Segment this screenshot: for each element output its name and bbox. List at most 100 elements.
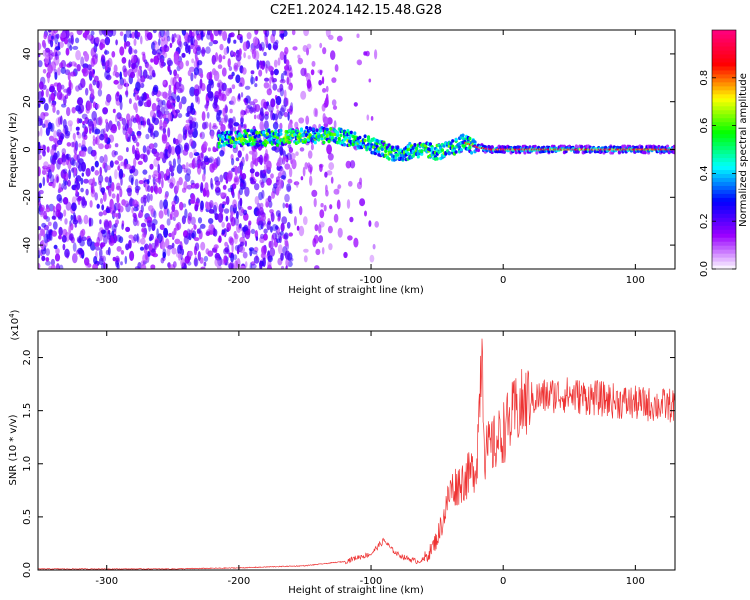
snr-x-tick-label: 100 bbox=[626, 576, 645, 587]
spectrogram-noise-cell bbox=[275, 230, 278, 241]
spectrogram-noise-cell bbox=[93, 75, 99, 83]
spectrogram-noise-cell bbox=[115, 212, 120, 220]
spectrogram-noise-cell bbox=[307, 162, 311, 169]
spectrogram-noise-cell bbox=[273, 68, 279, 76]
spectrogram-noise-cell bbox=[128, 134, 132, 143]
spectrogram-noise-cell bbox=[277, 110, 283, 120]
spectrogram-noise-cell bbox=[201, 111, 206, 122]
colorbar-cell bbox=[712, 229, 736, 234]
spectrogram-noise-cell bbox=[300, 90, 307, 100]
spectrogram-noise-cell bbox=[192, 30, 197, 37]
spectrogram-ridge-cell bbox=[279, 132, 283, 136]
spectrogram-noise-cell bbox=[116, 202, 122, 210]
spectrogram-noise-cell bbox=[261, 173, 268, 183]
spectrogram-noise-cell bbox=[288, 167, 293, 178]
spectrogram-noise-cell bbox=[279, 51, 285, 61]
spectrogram-noise-cell bbox=[230, 211, 234, 216]
colorbar-frame bbox=[711, 29, 737, 270]
spectrogram-ridge-peak bbox=[560, 148, 562, 151]
colorbar-cell bbox=[712, 121, 736, 127]
spectrogram-noise-cell bbox=[298, 117, 305, 124]
spectrogram-ridge-peak bbox=[567, 148, 569, 151]
spectrogram-noise-cell bbox=[38, 154, 42, 161]
spectrogram-noise-cell bbox=[314, 265, 320, 269]
spectrogram-noise-cell bbox=[80, 232, 83, 238]
spectrogram-noise-cell bbox=[223, 248, 228, 255]
spectrogram-ridge-cell bbox=[411, 154, 415, 158]
spectrogram-noise-cell bbox=[56, 82, 62, 93]
colorbar-tick-label: 0.0 bbox=[699, 261, 710, 277]
spectrogram-noise-cell bbox=[153, 210, 157, 219]
colorbar-cell bbox=[712, 65, 736, 71]
spectrogram-noise-cell bbox=[174, 81, 180, 90]
spectrogram-cells bbox=[38, 30, 675, 269]
spectrogram-noise-cell bbox=[324, 171, 328, 178]
spectrogram-noise-cell bbox=[176, 164, 183, 174]
spectrogram-noise-cell bbox=[211, 162, 218, 170]
spectrogram-noise-cell bbox=[178, 60, 184, 70]
spectrogram-noise-cell bbox=[266, 160, 272, 171]
spectrogram-ridge-cell bbox=[287, 140, 292, 145]
spectrogram-noise-cell bbox=[52, 221, 58, 230]
spectrogram-noise-cell bbox=[369, 254, 375, 263]
spectrogram-noise-cell bbox=[244, 261, 248, 268]
colorbar-cell bbox=[712, 49, 736, 55]
spectrogram-ridge-peak bbox=[549, 148, 552, 151]
spectrogram-noise-cell bbox=[104, 176, 110, 183]
spectrogram-noise-cell bbox=[257, 220, 263, 231]
spectrogram-noise-cell bbox=[38, 182, 43, 189]
spectrogram-noise-cell bbox=[205, 231, 211, 237]
spectrogram-noise-cell bbox=[109, 160, 114, 168]
spectrogram-noise-cell bbox=[131, 60, 136, 70]
spectrogram-noise-cell bbox=[206, 83, 212, 93]
spectrogram-noise-cell bbox=[146, 31, 153, 41]
spectrogram-noise-cell bbox=[240, 182, 244, 187]
spectrogram-noise-cell bbox=[327, 225, 333, 234]
spectrogram-noise-cell bbox=[159, 224, 165, 231]
spectrogram-ridge-peak bbox=[551, 148, 554, 151]
spectrogram-noise-cell bbox=[197, 163, 200, 169]
spectrogram-noise-cell bbox=[63, 184, 67, 190]
spectrogram-noise-cell bbox=[209, 200, 214, 209]
spectrogram-ridge-cell bbox=[384, 149, 388, 153]
spectrogram-noise-cell bbox=[43, 103, 49, 111]
spectrogram-ridge-cell bbox=[265, 140, 269, 145]
spectrogram-noise-cell bbox=[322, 88, 327, 93]
spectrogram-noise-cell bbox=[183, 180, 188, 191]
spectrogram-ridge-peak bbox=[508, 148, 511, 151]
spectrogram-noise-cell bbox=[81, 139, 86, 148]
spectrogram-noise-cell bbox=[119, 31, 124, 37]
spectrogram-noise-cell bbox=[69, 45, 73, 51]
spectrogram-noise-cell bbox=[41, 222, 47, 228]
spectrogram-noise-cell bbox=[319, 42, 323, 49]
spectrogram-noise-cell bbox=[42, 149, 46, 157]
spectrogram-noise-cell bbox=[267, 255, 273, 263]
spectrogram-noise-cell bbox=[43, 112, 49, 117]
spectrogram-noise-cell bbox=[85, 188, 89, 196]
spectrogram-noise-cell bbox=[76, 30, 83, 36]
spectrogram-noise-cell bbox=[81, 172, 85, 177]
spectrogram-noise-cell bbox=[237, 166, 241, 174]
spectrogram-noise-cell bbox=[203, 261, 207, 267]
spectrogram-ridge-peak bbox=[463, 141, 466, 144]
spectrogram-ridge-peak bbox=[537, 148, 540, 151]
snr-x-tick-label: -300 bbox=[95, 576, 118, 587]
spectrogram-noise-cell bbox=[68, 61, 73, 67]
spectrogram-noise-cell bbox=[195, 46, 202, 55]
spectrogram-noise-cell bbox=[204, 182, 209, 191]
snr-x-tick-label: -200 bbox=[228, 576, 251, 587]
spectrogram-noise-cell bbox=[70, 223, 74, 231]
spectrogram-noise-cell bbox=[305, 115, 310, 125]
spectrogram-noise-cell bbox=[263, 82, 270, 89]
spectrogram-ridge-peak bbox=[639, 148, 641, 151]
spectrogram-noise-cell bbox=[303, 216, 308, 226]
spectrogram-noise-cell bbox=[173, 209, 179, 218]
spectrogram-ridge-peak bbox=[494, 148, 497, 151]
spectrogram-ridge-cell bbox=[640, 145, 644, 150]
spectrogram-noise-cell bbox=[208, 156, 214, 163]
spectrogram-noise-cell bbox=[225, 105, 228, 114]
spectrogram-noise-cell bbox=[99, 155, 105, 164]
spectrogram-noise-cell bbox=[48, 135, 55, 142]
spectrogram-noise-cell bbox=[181, 164, 186, 170]
spectrogram-noise-cell bbox=[41, 255, 46, 262]
